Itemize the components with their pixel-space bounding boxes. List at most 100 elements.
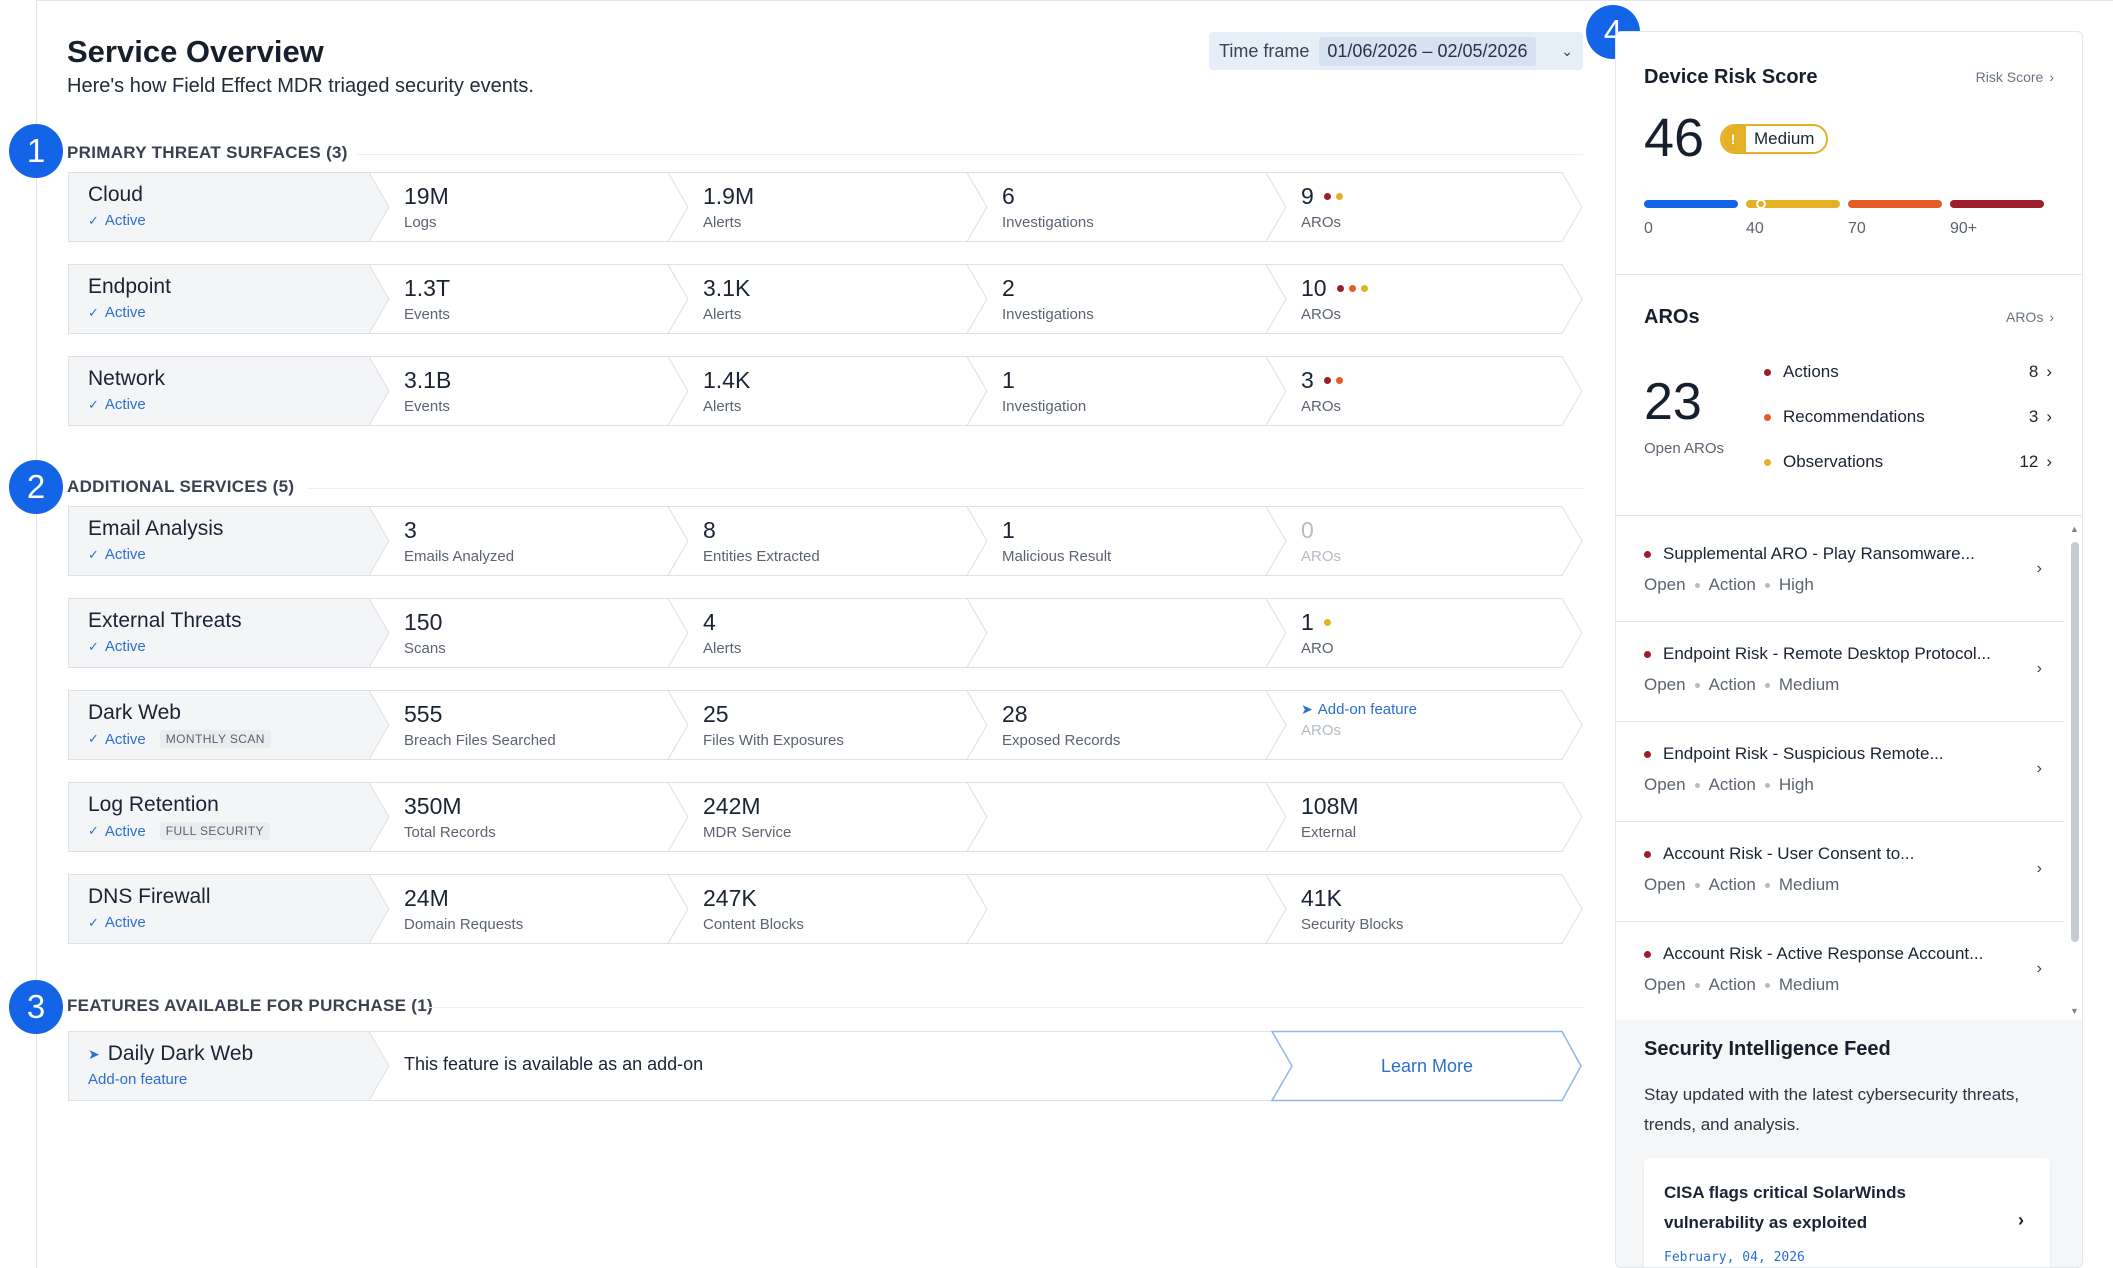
scroll-up-icon[interactable]: ▲ (2070, 524, 2079, 534)
aro-recommendations-item[interactable]: Recommendations 3 › (1764, 407, 2052, 427)
aros-link[interactable]: AROs › (2006, 309, 2054, 325)
aro-item-count: 3 › (2029, 407, 2052, 427)
metric-label: AROs (1301, 398, 1342, 415)
frame-top-border (36, 0, 2113, 1)
metric-cell: 8 Entities Extracted (703, 505, 820, 577)
metric-cell: 247K Content Blocks (703, 873, 804, 945)
metric-label: AROs (1301, 722, 1342, 739)
aro-list-item[interactable]: Endpoint Risk - Remote Desktop Protocol.… (1616, 622, 2064, 722)
service-status-label: Active (104, 212, 146, 229)
metric-value: 19M (404, 183, 449, 209)
service-row[interactable]: Log Retention ✓ Active FULL SECURITY 350… (67, 781, 1583, 853)
service-name: Cloud (88, 183, 143, 206)
metric-label: Exposed Records (1002, 732, 1121, 749)
aro-list-item[interactable]: Account Risk - User Consent to... Open Ac… (1616, 822, 2064, 922)
scrollbar-thumb[interactable] (2071, 542, 2079, 942)
service-status-label: Active (104, 546, 146, 563)
aro-list-item-title: Endpoint Risk - Remote Desktop Protocol.… (1663, 644, 1991, 663)
metric-value: 108M (1301, 793, 1359, 819)
metric-label: Security Blocks (1301, 916, 1404, 933)
metric-label: Investigations (1002, 306, 1094, 323)
aro-severity-dots (1336, 285, 1368, 292)
aro-actions-item[interactable]: Actions 8 › (1764, 362, 2052, 382)
feed-article-card[interactable]: CISA flags critical SolarWinds vulnerabi… (1644, 1158, 2050, 1267)
check-icon: ✓ (88, 396, 99, 412)
aro-observations-item[interactable]: Observations 12 › (1764, 452, 2052, 472)
service-name-cell: Network ✓ Active (88, 355, 165, 427)
aro-item-label: Recommendations (1783, 407, 1925, 426)
metric-label: AROs (1301, 306, 1342, 323)
metric-value: 9 (1301, 183, 1314, 209)
severity-dot-icon (1335, 377, 1343, 384)
step-badge-2: 2 (9, 460, 63, 514)
metric-label: Alerts (703, 398, 742, 415)
service-row[interactable]: DNS Firewall ✓ Active 24M Domain Request… (67, 873, 1583, 945)
risk-scale-medium (1746, 200, 1840, 208)
feature-name-label: Daily Dark Web (107, 1042, 254, 1065)
risk-scale (1644, 199, 2044, 209)
service-name: Log Retention (88, 793, 219, 816)
aros-link-label: AROs (2005, 309, 2044, 325)
aro-list-item-state: Open (1644, 775, 1686, 794)
service-status: ✓ Active (88, 638, 242, 655)
risk-level-label: Medium (1754, 129, 1815, 148)
metric-label: External (1301, 824, 1357, 841)
metric-value-wrap: 0 (1301, 517, 1341, 544)
aro-item-count-value: 3 (2028, 407, 2039, 426)
feature-row-daily-dark-web: ➤ Daily Dark Web Add-on feature This fea… (67, 1030, 1583, 1102)
aros-total-label: Open AROs (1644, 440, 1725, 457)
addon-feature-link[interactable]: ➤ Add-on feature (1301, 701, 1417, 718)
metric-cell: 150 Scans (404, 597, 446, 669)
metric-value: 555 (404, 701, 443, 727)
metric-value-wrap: 6 (1002, 183, 1094, 210)
metric-cell: 3 Emails Analyzed (404, 505, 514, 577)
feed-article-date: February, 04, 2026 (1664, 1250, 1805, 1265)
aro-item-label: Actions (1783, 362, 1839, 381)
aro-list-item-state: Open (1644, 975, 1686, 994)
metric-cell: 242M MDR Service (703, 781, 791, 853)
service-status: ✓ Active (88, 212, 146, 229)
timeframe-select[interactable]: Time frame 01/06/2026 – 02/05/2026 ⌄ (1209, 32, 1583, 70)
metric-value: Add-on feature (1317, 701, 1417, 718)
service-row[interactable]: Dark Web ✓ Active MONTHLY SCAN 555 Breac… (67, 689, 1583, 761)
aro-list-item-title: Account Risk - Active Response Account..… (1663, 944, 1984, 963)
service-name-cell: Dark Web ✓ Active MONTHLY SCAN (88, 689, 271, 761)
service-row[interactable]: External Threats ✓ Active 150 Scans 4 Al… (67, 597, 1583, 669)
feed-description: Stay updated with the latest cybersecuri… (1644, 1085, 2020, 1134)
metric-value-wrap: 1 (1301, 609, 1334, 636)
service-name-cell: External Threats ✓ Active (88, 597, 242, 669)
service-row[interactable]: Network ✓ Active 3.1B Events 1.4K Alerts… (67, 355, 1583, 427)
metric-value-wrap: 2 (1002, 275, 1094, 302)
metric-value-wrap: 1 (1002, 367, 1086, 394)
check-icon: ✓ (88, 914, 99, 930)
metric-value: 2 (1002, 275, 1015, 301)
service-name-cell: Log Retention ✓ Active FULL SECURITY (88, 781, 270, 853)
scroll-down-icon[interactable]: ▼ (2070, 1006, 2079, 1016)
metric-value-wrap: 1.9M (703, 183, 754, 210)
service-row[interactable]: Cloud ✓ Active 19M Logs 1.9M Alerts 6 In… (67, 171, 1583, 243)
chevron-right-icon: › (2018, 1210, 2024, 1230)
service-status-label: Active (104, 822, 146, 840)
metric-value-wrap: 28 (1002, 701, 1120, 728)
risk-score-link[interactable]: Risk Score › (1976, 69, 2054, 85)
service-row[interactable]: Endpoint ✓ Active 1.3T Events 3.1K Alert… (67, 263, 1583, 335)
metric-cell: 1.3T Events (404, 263, 450, 335)
learn-more-button[interactable]: Learn More (1380, 1055, 1474, 1076)
aro-list-item[interactable]: Supplemental ARO - Play Ransomware... Op… (1616, 522, 2064, 622)
row-shape (68, 356, 1583, 426)
metric-label: Logs (404, 214, 437, 231)
metric-label: Entities Extracted (703, 548, 820, 565)
aro-list-item[interactable]: Endpoint Risk - Suspicious Remote... Ope… (1616, 722, 2064, 822)
service-row[interactable]: Email Analysis ✓ Active 3 Emails Analyze… (67, 505, 1583, 577)
severity-dot-icon (1335, 193, 1343, 200)
metric-value: 350M (404, 793, 462, 819)
row-shape (68, 506, 1583, 576)
aro-list-scrollbar[interactable]: ▲ ▼ (2066, 522, 2082, 1020)
metric-cell: 28 Exposed Records (1002, 689, 1120, 761)
aro-item-count: 8 › (2029, 362, 2052, 382)
chevron-right-icon: › (2036, 560, 2042, 577)
panel-divider (1616, 515, 2082, 516)
aro-list-item[interactable]: Account Risk - Active Response Account..… (1616, 922, 2064, 1020)
metric-label: Content Blocks (703, 916, 804, 933)
service-name: Dark Web (88, 701, 181, 724)
